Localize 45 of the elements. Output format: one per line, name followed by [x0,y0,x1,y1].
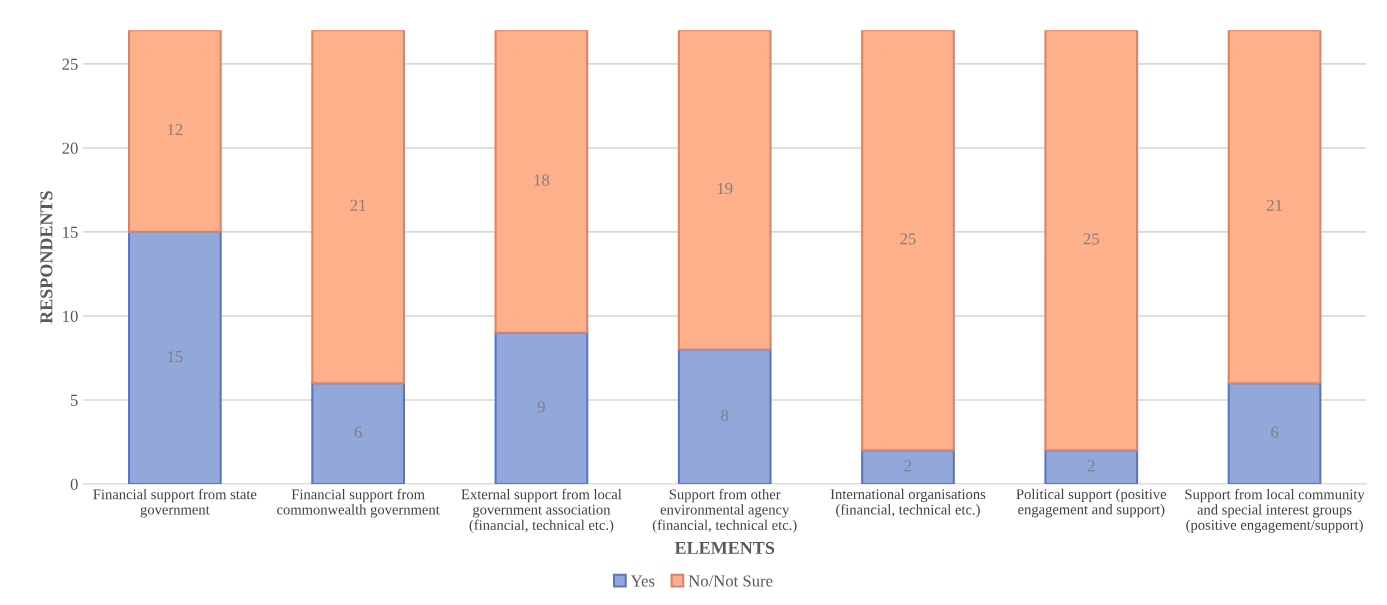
x-tick-label: International organisations (financial, technical etc.) [830,488,986,518]
bar [861,30,955,452]
bar [311,30,405,385]
y-tick-label: 20 [62,142,78,154]
y-tick-label: 10 [63,310,78,322]
x-tick-label: Support from other environmental agency (financial, technical etc.) [652,488,797,533]
x-tick-label: Financial support from state government [93,488,257,518]
y-tick-label: 25 [62,58,78,70]
bar [127,230,222,484]
bar [1227,382,1322,484]
y-tick-label: 0 [70,478,78,490]
x-axis-title: ELEMENTS [674,541,775,554]
y-tick-label: 5 [70,394,78,406]
bar [127,30,222,233]
y-tick-label: 15 [63,226,78,238]
data-label: 8 [721,409,729,421]
x-tick-label: Financial support from commonwealth government [277,488,440,518]
data-label: 6 [1271,426,1279,438]
bar [861,449,955,484]
data-label: 19 [717,182,733,195]
data-label: 25 [900,233,916,245]
data-label: 21 [350,199,366,211]
data-label: 15 [167,350,183,363]
y-axis-title: RESPONDENTS [40,191,53,324]
bar [1044,30,1139,452]
data-label: 25 [1083,233,1099,245]
x-tick-label: Political support (positive engagement and support) [1016,488,1167,518]
x-tick-label: External support from local government association (financial, technical etc.) [461,488,622,533]
bar [1227,30,1322,385]
bar [494,30,589,334]
data-label: 21 [1266,199,1282,211]
bar [494,331,589,484]
data-label: 9 [537,401,545,413]
data-label: 2 [904,460,912,472]
data-label: 2 [1087,460,1095,472]
legend-label: No/Not Sure [688,575,773,587]
data-label: 12 [167,124,183,136]
legend-label: Yes [630,575,655,587]
bar [677,348,772,484]
data-label: 18 [534,174,550,186]
data-label: 6 [354,426,362,438]
x-tick-label: Support from local community and special interest groups (positive engagement/support) [1185,488,1365,533]
bar [677,30,772,351]
bar [311,382,405,484]
bar [1044,449,1139,484]
